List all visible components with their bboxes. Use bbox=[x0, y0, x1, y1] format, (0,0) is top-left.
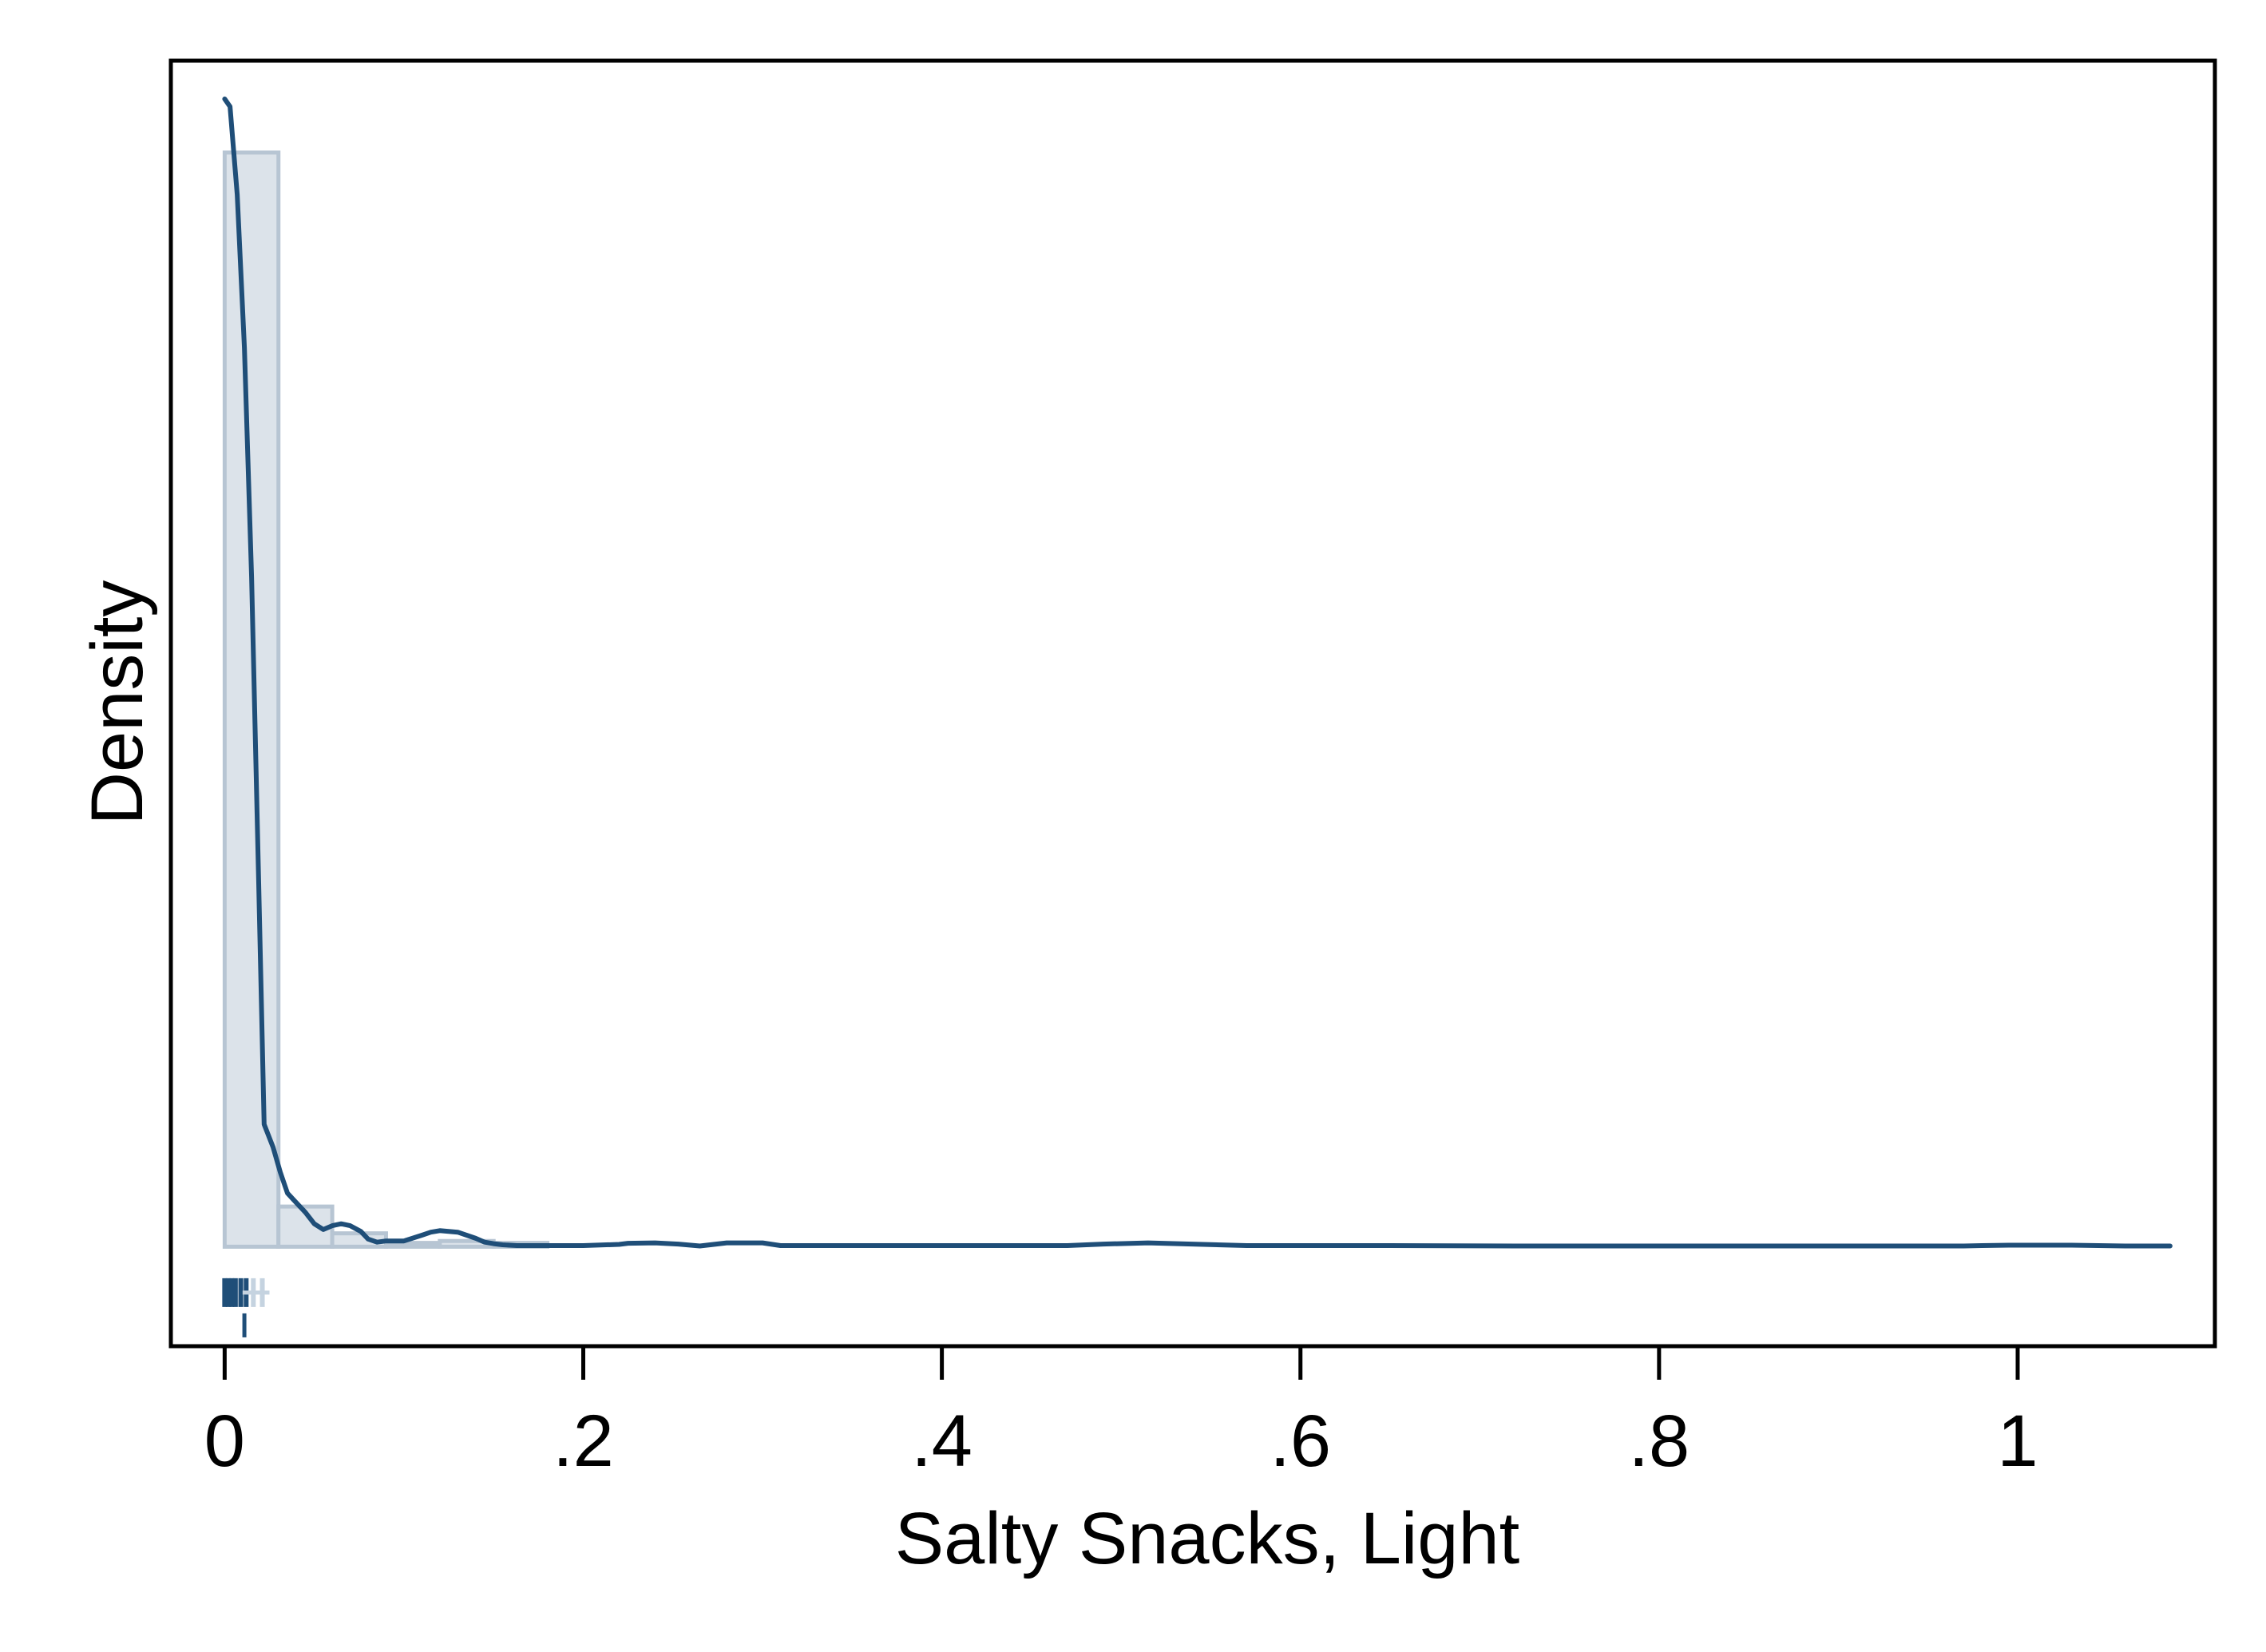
x-tick-label: 0 bbox=[204, 1400, 245, 1482]
plot-frame bbox=[168, 58, 2217, 1349]
x-tick-label: 1 bbox=[1997, 1400, 2038, 1482]
kde-line bbox=[222, 96, 2173, 1249]
x-tick-label: .8 bbox=[1628, 1400, 1690, 1482]
histogram-bars bbox=[222, 150, 550, 1249]
x-tick-label: .4 bbox=[911, 1400, 973, 1482]
x-axis-ticks: 0 .2 .4 .6 .8 1 bbox=[204, 1346, 2038, 1482]
x-axis-title: Salty Snacks, Light bbox=[895, 1498, 1519, 1579]
histogram-bar bbox=[222, 150, 281, 1249]
x-tick-label: .6 bbox=[1270, 1400, 1331, 1482]
histogram-bar bbox=[383, 1241, 442, 1249]
x-tick-label: .2 bbox=[553, 1400, 614, 1482]
y-axis-title: Density bbox=[77, 580, 158, 826]
rug-marks bbox=[222, 1278, 270, 1337]
kde-curve-group bbox=[222, 96, 2173, 1249]
